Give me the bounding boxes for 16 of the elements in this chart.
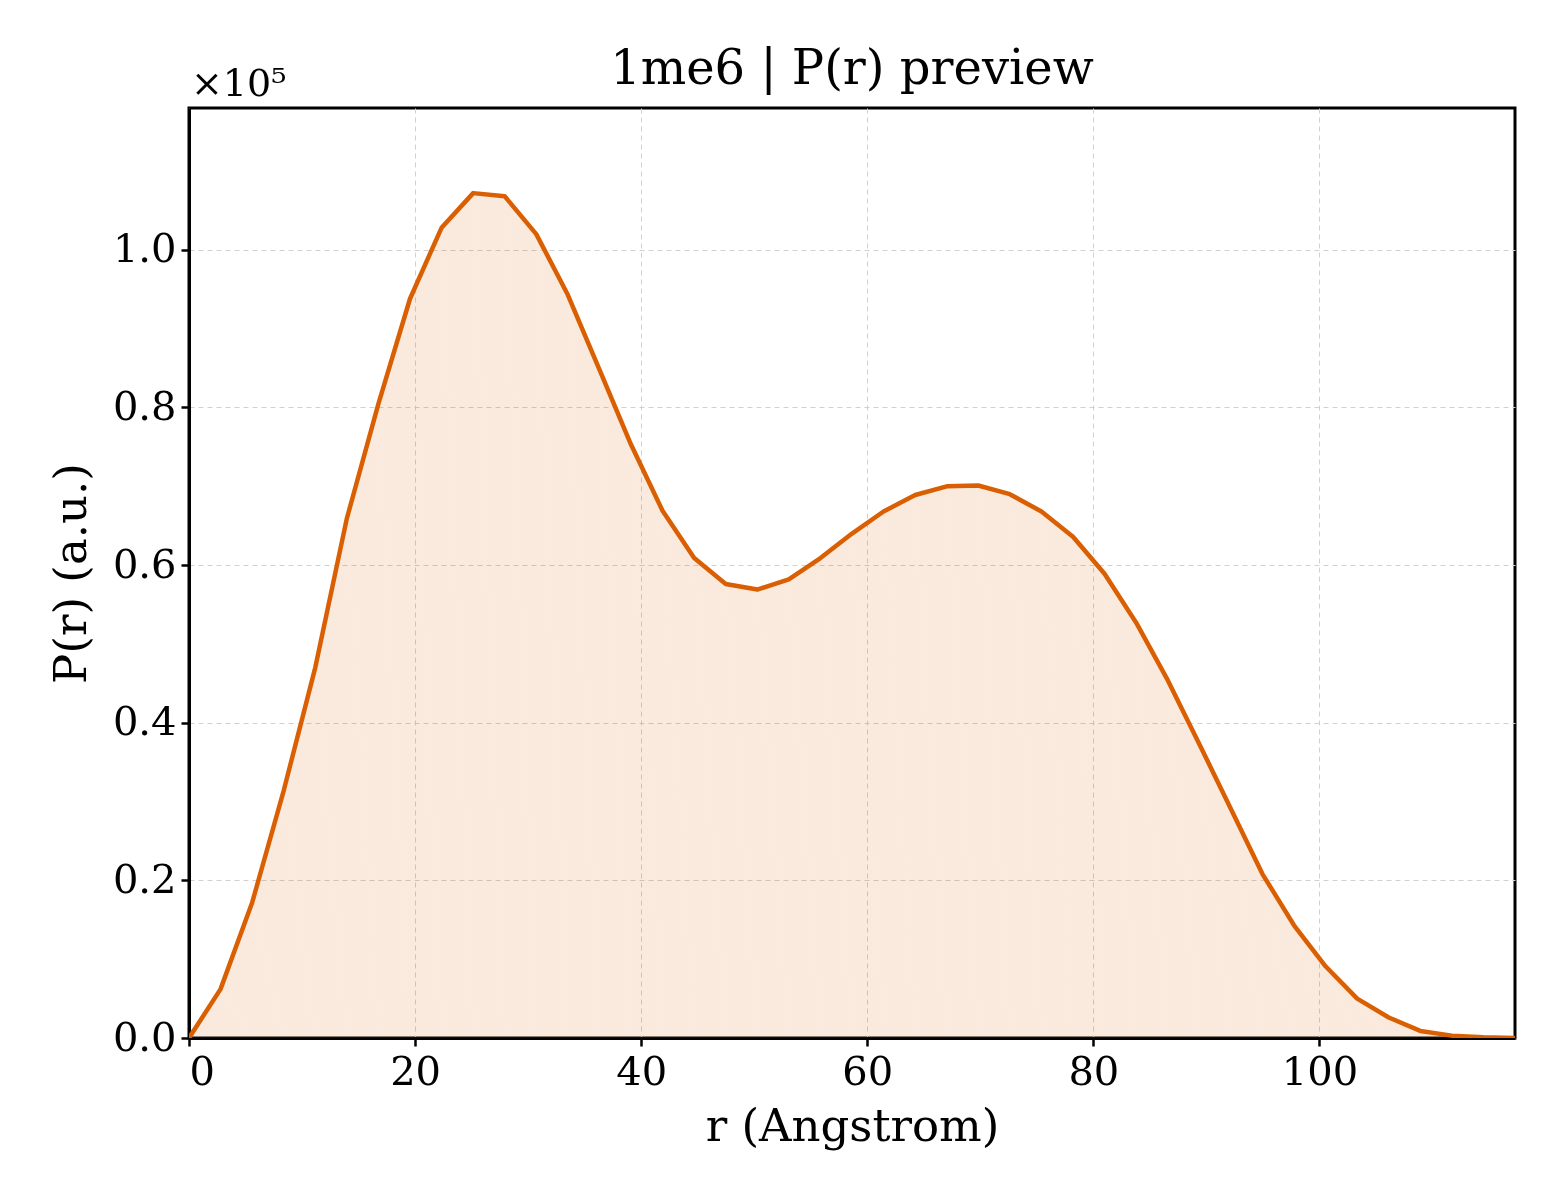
chart-title: 1me6 | P(r) preview bbox=[610, 39, 1094, 95]
x-tick-label: 0 bbox=[189, 1047, 215, 1094]
y-axis-title: P(r) (a.u.) bbox=[43, 463, 97, 684]
text: ×10⁵ bbox=[191, 61, 287, 105]
y-tick-label: 0.4 bbox=[112, 698, 177, 745]
x-tick-label: 80 bbox=[1068, 1047, 1120, 1094]
x-axis-title: r (Angstrom) bbox=[705, 1098, 1000, 1152]
x-tick-label: 40 bbox=[616, 1047, 668, 1094]
y-tick-label: 0.0 bbox=[112, 1013, 177, 1060]
y-tick-label: 1.0 bbox=[112, 225, 177, 272]
x-tick-label: 20 bbox=[390, 1047, 442, 1094]
x-tick-label: 60 bbox=[842, 1047, 894, 1094]
y-tick-label: 0.8 bbox=[112, 382, 177, 429]
x-tick-label: 100 bbox=[1281, 1047, 1359, 1094]
y-tick-label: 0.6 bbox=[112, 540, 177, 587]
y-tick-label: 0.2 bbox=[112, 855, 177, 902]
